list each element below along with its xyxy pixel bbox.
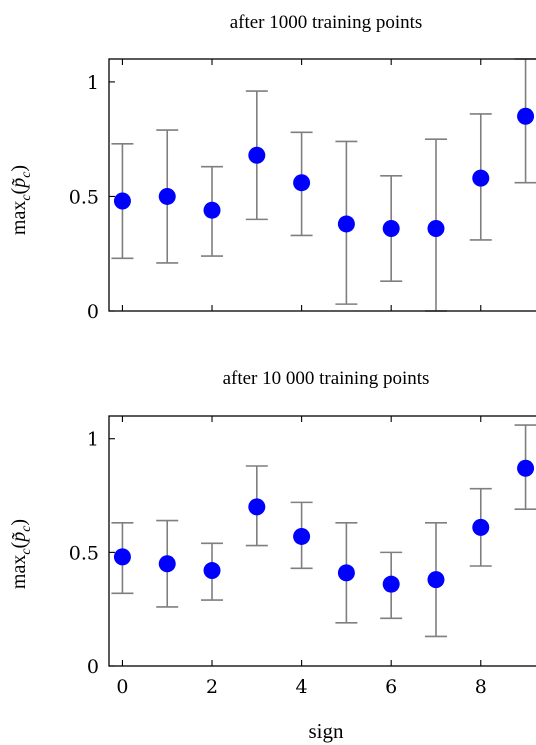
panel-2-xtick-label-1: 2 <box>206 676 218 698</box>
panel-1-point-4 <box>293 174 311 192</box>
panel-2-points <box>113 459 535 593</box>
panel-1-point-6 <box>382 220 400 238</box>
svg-text:maxc(p̃c): maxc(p̃c) <box>8 519 34 589</box>
panel-2-xtick-label-0: 0 <box>116 676 128 698</box>
panel-2-plot-frame <box>108 415 536 667</box>
panel-2-point-8 <box>472 518 490 536</box>
panel-2-ytick-label-0: 0 <box>87 656 99 678</box>
panel-1-point-2 <box>203 201 221 219</box>
panel-2-ytick-label-1: 0.5 <box>69 542 99 564</box>
panel-2-ylabel-max: max <box>8 555 30 589</box>
panel-2-xtick-label-2: 4 <box>296 676 308 698</box>
panel-2-ylabel: maxc(p̃c) <box>8 519 34 589</box>
panel-1-title: after 1000 training points <box>230 12 423 33</box>
panel-2-tick-labels: 0 0.5 1 0 2 4 6 8 <box>69 429 487 698</box>
panel-1-point-5 <box>337 215 355 233</box>
panel-2-error-bars <box>111 424 536 638</box>
x-axis-label: sign <box>308 719 344 743</box>
panel-1-ytick-label-1: 0.5 <box>69 186 99 208</box>
panel-1-point-8 <box>472 169 490 187</box>
panel-2-point-5 <box>337 564 355 582</box>
panel-1-point-3 <box>248 146 266 164</box>
panel-1-point-0 <box>113 192 131 210</box>
panel-1-point-9 <box>517 107 535 125</box>
panel-2-ylabel-sub: c <box>19 548 34 555</box>
panel-2-ytick-label-2: 1 <box>87 429 99 451</box>
panel-2-point-7 <box>427 571 445 589</box>
panel-1-ytick-label-2: 1 <box>87 72 99 94</box>
panel-2-point-2 <box>203 562 221 580</box>
panel-2-xtick-label-4: 8 <box>475 676 487 698</box>
panel-2-point-3 <box>248 498 266 516</box>
panel-2-point-4 <box>293 527 311 545</box>
panel-1-ylabel-sub: c <box>19 194 34 201</box>
panel-2-point-0 <box>113 548 131 566</box>
panel-1-ytick-label-0: 0 <box>87 301 99 323</box>
panel-2-point-6 <box>382 575 400 593</box>
panel-2-point-1 <box>158 555 176 573</box>
svg-text:maxc(p̃c): maxc(p̃c) <box>8 165 34 235</box>
panel-2-title: after 10 000 training points <box>223 368 430 389</box>
panel-1-ylabel-max: max <box>8 201 30 235</box>
panel-10000-training-points: after 10 000 training points maxc(p̃c) 0… <box>8 368 536 743</box>
panel-1-point-1 <box>158 187 176 205</box>
panel-1000-training-points: after 1000 training points maxc(p̃c) 00.… <box>8 12 536 323</box>
panel-1-ylabel: maxc(p̃c) <box>8 165 34 235</box>
panel-2-xtick-label-3: 6 <box>385 676 397 698</box>
panel-1-ticks <box>109 59 482 312</box>
panel-1-tick-labels: 00.51 <box>69 72 99 323</box>
panel-2-point-9 <box>517 459 535 477</box>
panel-1-point-7 <box>427 220 445 238</box>
panel-1-points <box>113 107 535 238</box>
panel-1-plot-frame <box>108 58 536 312</box>
panel-1-error-bars <box>111 58 536 312</box>
panel-2-ticks <box>109 416 482 667</box>
